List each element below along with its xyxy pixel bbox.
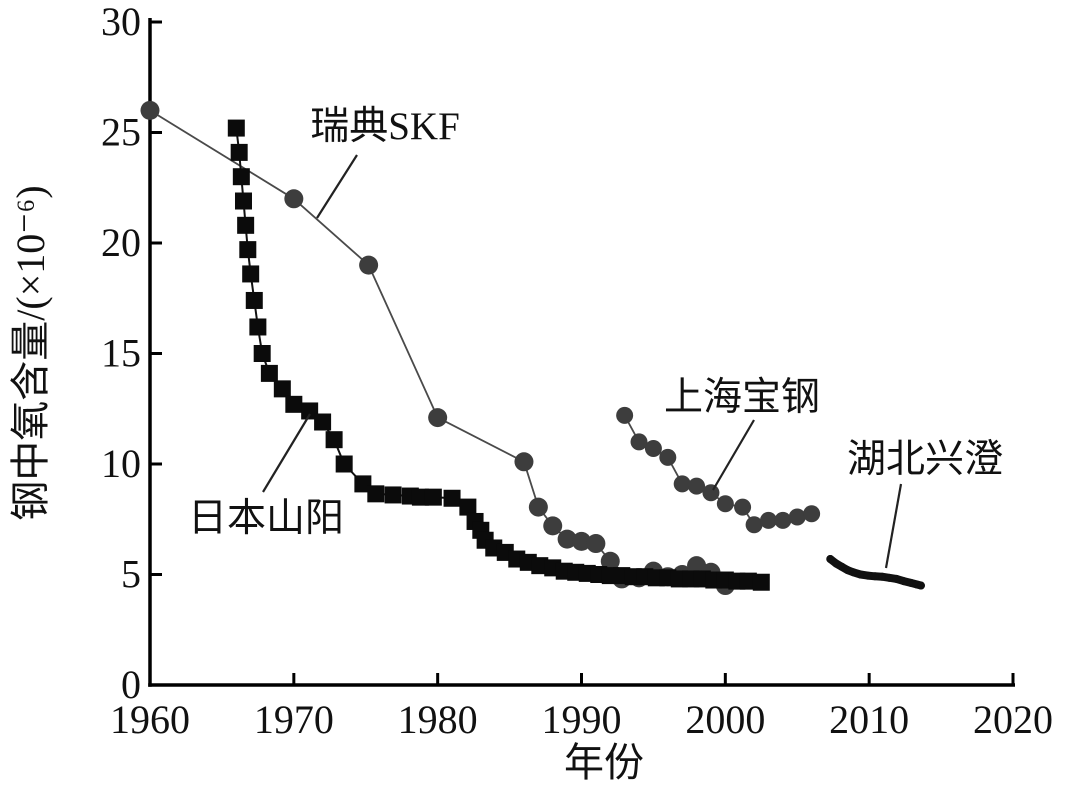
series-sanyo-point [367,485,385,503]
series-sanyo-point [227,119,245,137]
x-tick-label: 1990 [542,697,622,742]
axes-layer: 1960 1970 1980 1990 2000 2010 2020 0 5 10 15 20 25 30 [101,0,1053,742]
series-xingcheng-point [870,572,879,581]
series-skf-point [284,189,304,209]
series-sanyo [227,119,770,591]
series-xingcheng-point [892,574,901,583]
series-baosteel-point [616,406,634,424]
series-sanyo-point [314,413,332,431]
series-sanyo-point [424,488,442,506]
series-sanyo-point [325,431,343,449]
series-baosteel-point [716,495,734,513]
y-tick-label: 10 [101,441,141,486]
y-axis-title: 钢中氧含量/(×10⁻⁶) [8,185,53,520]
x-tick-label: 2010 [829,697,909,742]
y-tick-label: 0 [121,662,141,707]
y-tick-label: 20 [101,220,141,265]
series-sanyo-point [230,143,248,161]
series-sanyo-point [242,265,260,283]
series-baosteel-point [659,448,677,466]
series-baosteel-point [745,516,763,534]
annotation-sanyo-label: 日本山阳 [188,497,344,540]
y-tick-label: 15 [101,331,141,376]
series-sanyo-point [249,318,267,336]
series-xingcheng-point [878,572,887,581]
annotation-xingcheng-leader-line [884,483,903,569]
series-sanyo-point [301,402,319,420]
annotation-baosteel-label: 上海宝钢 [664,376,820,419]
series-xingcheng-point [885,573,894,582]
series-sanyo-point [354,475,372,493]
series-skf-point [359,255,379,275]
series-sanyo-point [253,345,271,362]
series-sanyo-point [237,216,255,234]
series-skf-point [428,408,448,428]
y-tick-label: 30 [101,0,141,44]
x-tick-label: 2000 [685,697,765,742]
series-sanyo-point [411,488,429,506]
series-baosteel-point [644,440,662,458]
annotation-skf-label: 瑞典SKF [310,105,460,148]
annotation-baosteel-leader-line [712,419,755,491]
series-skf-point [600,551,620,571]
series-sanyo-point [531,557,549,575]
x-tick-label: 2020 [973,697,1053,742]
series-baosteel [616,406,821,534]
series-xingcheng-point [916,581,925,590]
series-xingcheng-point [826,555,835,564]
series-baosteel-point [803,505,821,523]
series-xingcheng-point [899,577,908,586]
x-tick-label: 1970 [254,697,334,742]
annotation-sanyo-leader-line [262,413,311,493]
series-xingcheng-point [849,568,858,577]
series-sanyo-point [245,291,263,309]
series-baosteel-point [630,433,648,451]
series-xingcheng [826,555,925,590]
series-layer [140,100,925,596]
series-sanyo-point [285,395,303,413]
series-baosteel-point [734,498,752,516]
series-sanyo-point [239,241,257,259]
y-tick-label: 25 [101,110,141,155]
series-baosteel-point [788,508,806,526]
series-baosteel-point [702,484,720,502]
series-skf-point [528,497,548,517]
series-skf-point [543,516,563,536]
series-sanyo-point [234,192,252,210]
series-xingcheng-point [863,571,872,580]
series-sanyo-point [752,573,770,591]
series-sanyo-point [384,486,402,504]
y-tick-label: 5 [121,552,141,597]
series-baosteel-point [688,477,706,495]
series-skf-point [514,452,534,472]
series-baosteel-point [673,475,691,493]
series-sanyo-point [260,364,278,382]
series-baosteel-point [759,511,777,529]
series-xingcheng-point [856,570,865,579]
series-skf-point [586,534,606,554]
series-skf-point [572,531,591,551]
series-skf-point [687,556,707,576]
series-sanyo-point [739,572,757,590]
annotation-skf-leader-line [316,154,358,219]
series-sanyo-point [273,380,291,398]
annotation-xingcheng-label: 湖北兴澄 [847,438,1003,481]
x-tick-label: 1960 [110,697,190,742]
x-tick-label: 1980 [398,697,478,742]
series-sanyo-point [443,489,461,507]
series-sanyo-point [335,455,353,473]
series-baosteel-point [774,511,792,529]
series-sanyo-point [232,168,250,186]
series-skf-point [557,529,577,549]
series-skf-point [140,100,160,120]
x-axis-title: 年份 [564,740,644,785]
series-baosteel-line [623,414,813,526]
series-sanyo-point [459,498,477,516]
